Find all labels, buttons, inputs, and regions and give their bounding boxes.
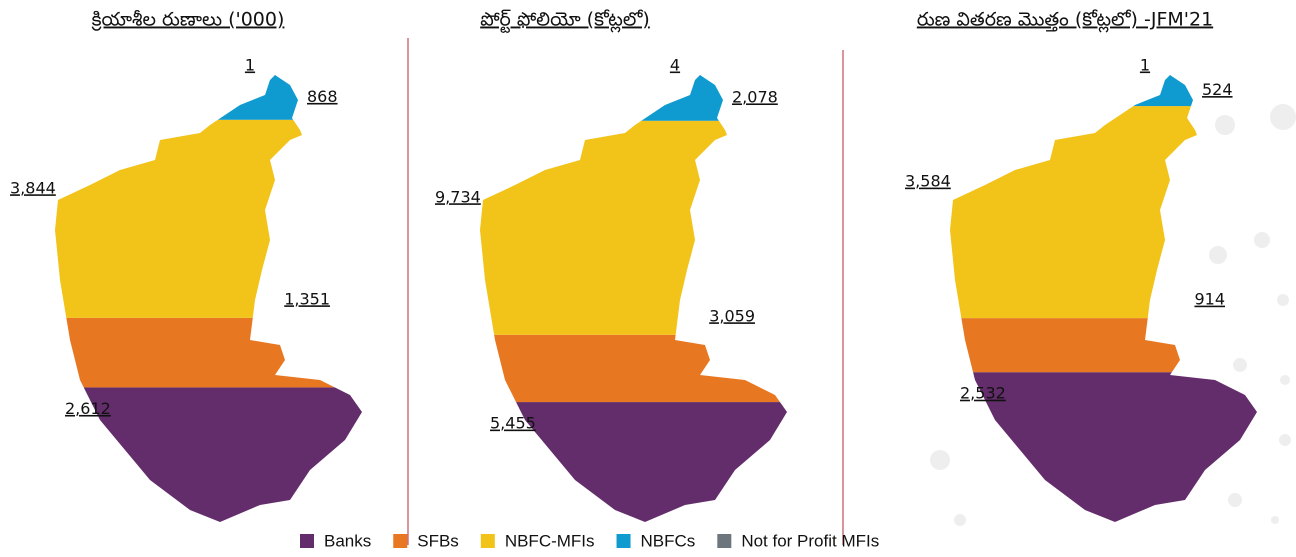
value-label: 3,059 <box>709 306 755 325</box>
band <box>480 120 787 335</box>
band <box>950 318 1257 373</box>
legend-swatch <box>717 534 732 548</box>
band <box>55 119 362 318</box>
panel-title: రుణ వితరణ మొత్తం (కోట్లలో) -JFM'21 <box>917 9 1213 34</box>
band <box>950 106 1257 319</box>
value-label: 1,351 <box>284 289 330 308</box>
legend-label: Not for Profit MFIs <box>741 531 879 550</box>
map <box>480 75 787 522</box>
band <box>55 317 362 388</box>
value-label: 9,734 <box>435 187 481 206</box>
value-label: 3,844 <box>10 178 56 197</box>
legend-label: NBFCs <box>641 531 696 550</box>
legend-swatch <box>616 534 631 548</box>
decoration <box>930 104 1296 526</box>
band <box>480 334 787 403</box>
legend-label: NBFC-MFIs <box>505 531 595 550</box>
band <box>55 75 362 76</box>
panel-title: పోర్ట్ ఫోలియో (కోట్లలో) <box>480 9 650 34</box>
band <box>950 75 1257 76</box>
legend-label: Banks <box>324 531 371 550</box>
value-label: 3,584 <box>905 172 951 191</box>
panel-title: క్రియాశీల రుణాలు ('000) <box>92 9 285 32</box>
value-label: 4 <box>670 56 680 75</box>
value-label: 524 <box>1202 80 1233 99</box>
value-label: 2,078 <box>732 87 778 106</box>
value-label: 2,612 <box>65 399 111 418</box>
legend-label: SFBs <box>417 531 459 550</box>
value-label: 1 <box>245 56 255 75</box>
legend-swatch <box>393 534 408 548</box>
value-label: 5,455 <box>490 414 536 433</box>
value-label: 914 <box>1194 290 1225 309</box>
value-label: 1 <box>1140 56 1150 75</box>
legend-swatch <box>480 534 495 548</box>
value-label: 868 <box>307 87 338 106</box>
value-label: 2,532 <box>960 384 1006 403</box>
band <box>480 75 787 76</box>
legend-swatch <box>300 534 314 548</box>
